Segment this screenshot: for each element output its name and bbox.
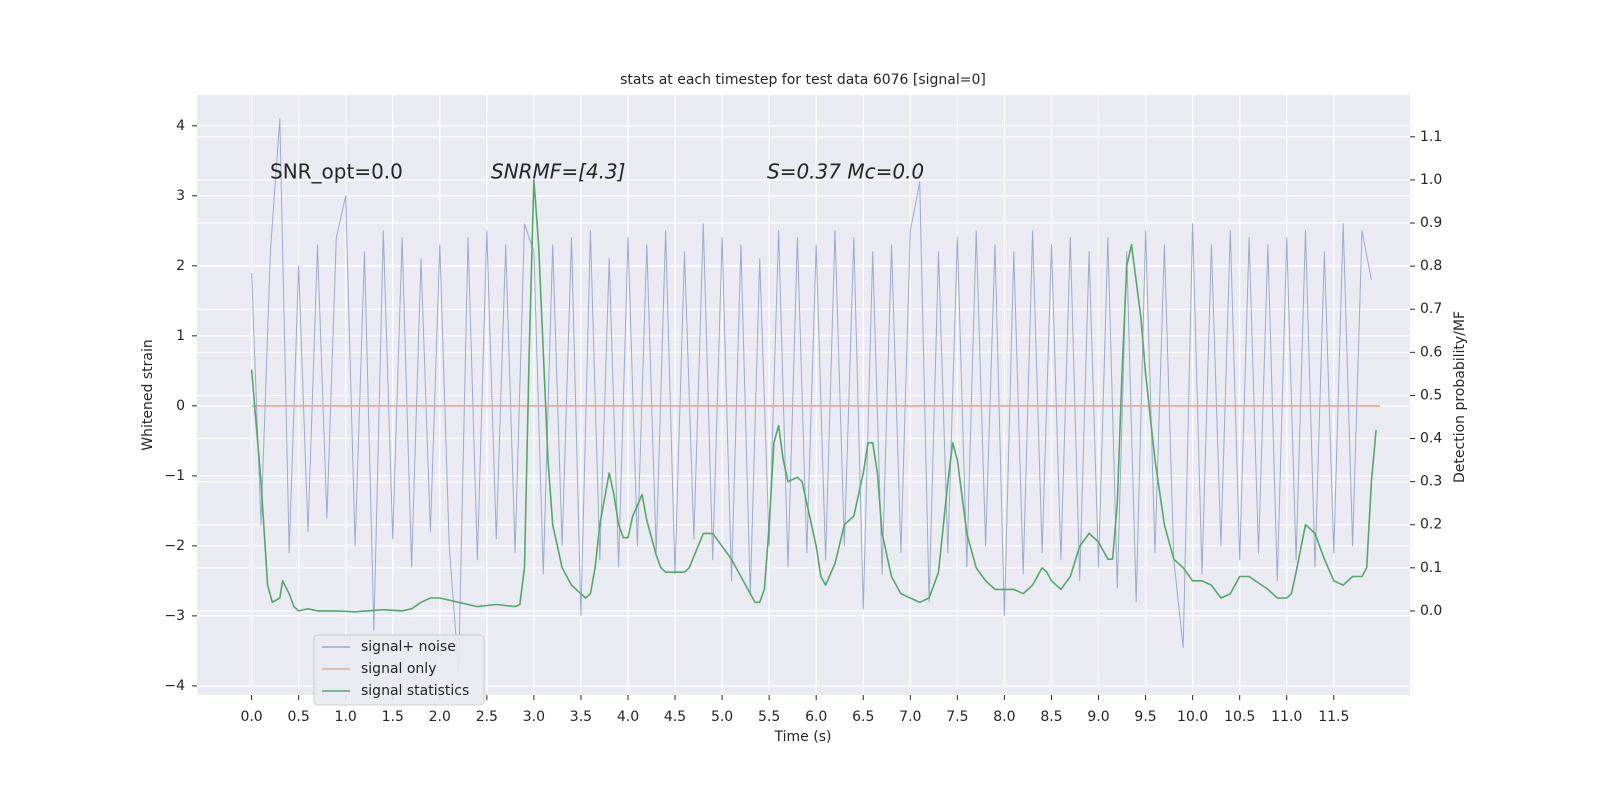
y-tick-label: −4 [164, 678, 185, 694]
y2-tick-label: 1.0 [1420, 172, 1442, 188]
x-axis-label: Time (s) [774, 729, 832, 745]
x-tick-label: 0.5 [287, 709, 309, 725]
y2-tick-label: 1.1 [1420, 129, 1442, 145]
y2-tick-label: 0.2 [1420, 517, 1442, 533]
y2-tick-label: 0.7 [1420, 301, 1442, 317]
series-line [250, 179, 1377, 613]
y-tick-label: 3 [176, 188, 185, 204]
x-tick-label: 2.5 [476, 709, 498, 725]
x-tick-label: 2.0 [429, 709, 451, 725]
y-tick-label: 0 [176, 398, 185, 414]
y2-tick-label: 0.0 [1420, 603, 1442, 619]
annotation: SNRMF=[4.3] [491, 160, 625, 184]
x-tick-label: 1.0 [335, 709, 357, 725]
y2-tick-label: 0.6 [1420, 344, 1442, 360]
y-tick-label: −1 [164, 468, 185, 484]
x-tick-label: 3.5 [570, 709, 592, 725]
y2-tick-label: 0.8 [1420, 258, 1442, 274]
y2-tick-label: 0.3 [1420, 474, 1442, 490]
x-tick-label: 4.5 [664, 709, 686, 725]
y2-axis-label: Detection probability/MF [1452, 311, 1468, 483]
x-tick-label: 5.5 [758, 709, 780, 725]
y-tick-label: 2 [176, 258, 185, 274]
legend-label: signal only [361, 661, 436, 677]
x-tick-label: 0.0 [240, 709, 262, 725]
x-tick-label: 7.0 [899, 709, 921, 725]
x-tick-label: 11.0 [1271, 709, 1302, 725]
x-tick-label: 11.5 [1318, 709, 1349, 725]
legend-box [313, 634, 485, 706]
x-tick-label: 6.0 [805, 709, 827, 725]
x-tick-label: 4.0 [617, 709, 639, 725]
legend-label: signal+ noise [361, 639, 456, 655]
y-tick-label: −3 [164, 608, 185, 624]
y2-tick-label: 0.1 [1420, 560, 1442, 576]
series-line [251, 118, 1372, 673]
y2-tick-label: 0.4 [1420, 431, 1442, 447]
x-tick-label: 1.5 [382, 709, 404, 725]
y-tick-label: −2 [164, 538, 185, 554]
annotation: SNR_opt=0.0 [270, 160, 403, 184]
y2-tick-label: 0.9 [1420, 215, 1442, 231]
chart-title: stats at each timestep for test data 607… [620, 72, 986, 88]
x-tick-label: 9.0 [1087, 709, 1109, 725]
y-tick-label: 1 [176, 328, 185, 344]
annotation: S=0.37 Mc=0.0 [767, 160, 924, 184]
x-tick-label: 3.0 [523, 709, 545, 725]
y2-tick-label: 0.5 [1420, 387, 1442, 403]
y-axis-label: Whitened strain [140, 339, 156, 450]
x-tick-label: 6.5 [852, 709, 874, 725]
x-tick-label: 7.5 [946, 709, 968, 725]
x-tick-label: 10.0 [1177, 709, 1208, 725]
legend-label: signal statistics [361, 683, 469, 699]
x-tick-label: 8.0 [993, 709, 1015, 725]
y-tick-label: 4 [176, 118, 185, 134]
x-tick-label: 10.5 [1224, 709, 1255, 725]
x-tick-label: 8.5 [1040, 709, 1062, 725]
x-tick-label: 9.5 [1134, 709, 1156, 725]
x-tick-label: 5.0 [711, 709, 733, 725]
